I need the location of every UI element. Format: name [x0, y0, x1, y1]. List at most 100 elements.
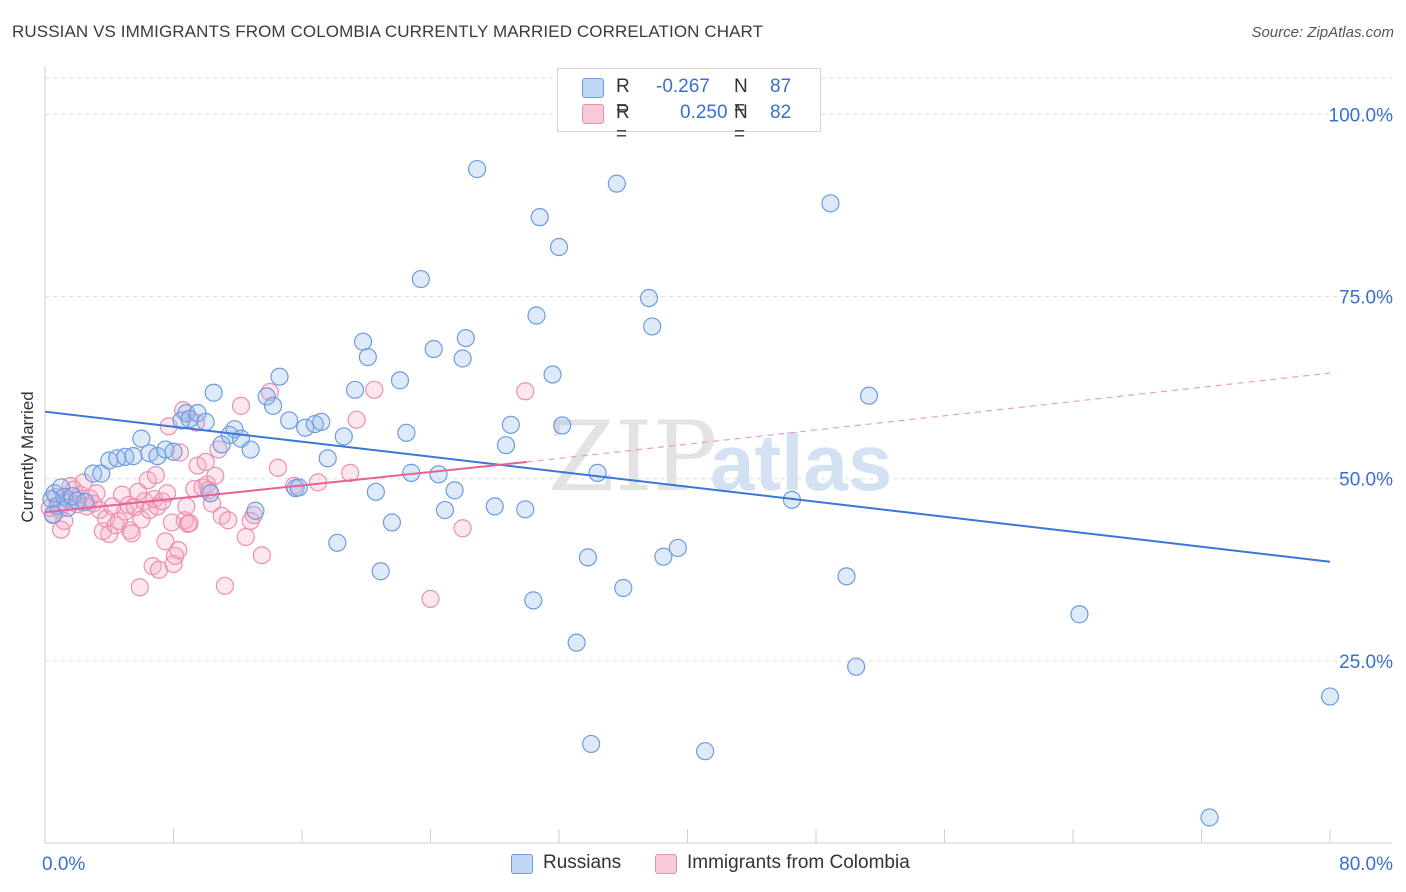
y-tick-label: 75.0%	[1339, 288, 1393, 309]
data-point-russians	[516, 500, 535, 519]
data-point-russians	[467, 159, 487, 179]
data-point-russians	[654, 547, 673, 566]
data-point-russians	[328, 533, 347, 552]
series-colombia-points	[40, 380, 535, 609]
data-point-russians	[92, 464, 111, 483]
n-value-russians: 87	[770, 76, 792, 97]
trend-line-russians	[44, 410, 1331, 563]
data-point-russians	[429, 465, 448, 484]
data-point-russians	[334, 427, 353, 446]
data-point-russians	[821, 194, 840, 213]
data-point-colombia	[209, 440, 228, 459]
data-point-russians	[553, 416, 572, 435]
data-point-colombia	[206, 466, 225, 485]
data-point-russians	[201, 484, 220, 503]
data-point-russians	[241, 440, 260, 459]
data-point-russians	[382, 513, 402, 532]
data-point-russians	[567, 633, 586, 652]
grid-lines	[45, 77, 1392, 662]
data-point-russians	[246, 501, 265, 520]
data-point-russians	[582, 734, 601, 754]
data-point-colombia	[180, 514, 199, 533]
data-point-russians	[847, 657, 866, 676]
tick-labels: 25.0% 50.0% 75.0% 100.0% 0.0% 80.0%	[42, 105, 1393, 875]
data-point-russians	[456, 329, 475, 348]
data-point-colombia	[177, 497, 196, 516]
data-point-russians	[390, 371, 410, 390]
data-point-russians	[501, 415, 520, 434]
data-point-russians	[1320, 687, 1340, 706]
chart-title: RUSSIAN VS IMMIGRANTS FROM COLOMBIA CURR…	[12, 22, 764, 41]
data-point-russians	[270, 367, 289, 386]
data-point-russians	[435, 500, 455, 520]
russians-legend-label: Russians	[543, 852, 622, 873]
data-point-russians	[578, 548, 598, 567]
data-point-russians	[639, 288, 659, 308]
data-point-russians	[204, 383, 223, 402]
data-point-russians	[196, 412, 215, 431]
data-point-colombia	[122, 524, 141, 543]
data-point-russians	[263, 396, 283, 415]
data-point-colombia	[516, 382, 535, 401]
data-point-russians	[296, 418, 315, 437]
data-point-colombia	[219, 511, 238, 530]
data-point-colombia	[365, 380, 384, 399]
axes	[44, 66, 1392, 844]
data-point-russians	[1200, 808, 1219, 827]
data-point-russians	[549, 237, 569, 257]
colombia-swatch	[582, 104, 604, 124]
r-value-colombia: 0.250	[680, 102, 728, 123]
r-value-russians: -0.267	[656, 76, 710, 97]
data-point-colombia	[421, 589, 440, 609]
data-point-colombia	[156, 532, 175, 551]
r-label: R =	[616, 76, 630, 119]
y-axis-label: Currently Married	[18, 391, 37, 522]
data-point-colombia	[236, 527, 255, 547]
data-point-russians	[496, 436, 516, 455]
data-point-russians	[696, 742, 715, 761]
data-point-russians	[607, 174, 626, 193]
colombia-legend-swatch	[655, 854, 677, 874]
data-point-russians	[527, 306, 546, 325]
x-tick-label-left: 0.0%	[42, 854, 85, 875]
data-point-colombia	[268, 458, 288, 477]
trend-line-colombia-extension	[526, 372, 1331, 463]
data-point-colombia	[453, 519, 472, 538]
data-point-russians	[453, 349, 472, 368]
data-point-colombia	[169, 541, 188, 560]
data-point-colombia	[130, 578, 149, 597]
data-point-colombia	[215, 576, 234, 595]
data-point-russians	[132, 429, 151, 448]
data-point-russians	[837, 567, 856, 586]
data-point-russians	[445, 481, 464, 500]
data-point-russians	[411, 269, 430, 289]
data-point-russians	[76, 492, 95, 512]
watermark: ZIP atlas	[548, 401, 892, 513]
data-point-russians	[397, 423, 416, 442]
data-point-colombia	[241, 511, 260, 531]
trend-line-colombia	[44, 460, 527, 514]
r-label: R =	[616, 102, 630, 145]
n-label: N =	[734, 102, 748, 145]
data-point-colombia	[148, 497, 167, 516]
trend-lines	[44, 372, 1331, 563]
x-tick-label-right: 80.0%	[1339, 854, 1393, 875]
data-point-russians	[668, 538, 687, 558]
data-point-colombia	[252, 546, 271, 565]
n-value-colombia: 82	[770, 102, 792, 123]
y-tick-label: 100.0%	[1329, 105, 1394, 126]
data-point-colombia	[129, 482, 148, 501]
data-point-russians	[543, 365, 562, 384]
russians-swatch	[582, 78, 604, 98]
data-point-colombia	[196, 452, 215, 472]
data-point-russians	[371, 562, 390, 581]
data-point-russians	[358, 347, 377, 367]
data-point-colombia	[146, 465, 165, 485]
source-label: Source: ZipAtlas.com	[1251, 24, 1394, 41]
data-point-russians	[345, 380, 365, 399]
data-point-russians	[366, 482, 385, 501]
data-point-russians	[257, 387, 276, 406]
data-point-russians	[530, 208, 549, 227]
data-point-colombia	[121, 521, 140, 540]
